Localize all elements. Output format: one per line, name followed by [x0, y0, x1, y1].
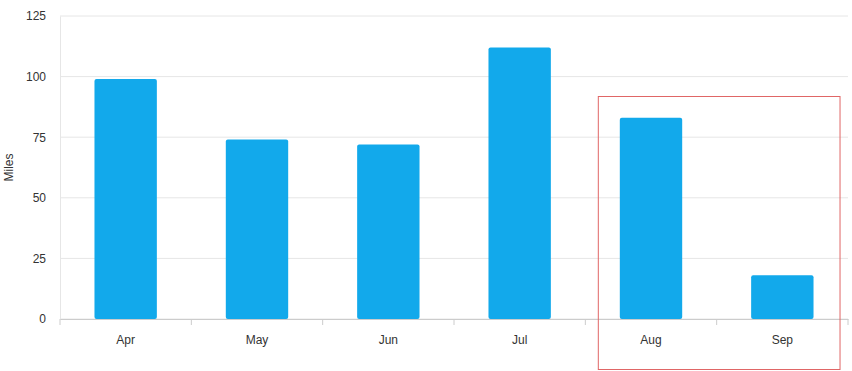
category-divider	[60, 319, 61, 325]
x-tick: Sep	[772, 319, 794, 347]
x-tick-label: Sep	[772, 333, 794, 347]
bar	[226, 140, 288, 319]
category-divider	[454, 319, 455, 325]
chart: 0 25 50 75 100 125 Miles Apr May Jun Jul Aug Sep	[0, 0, 852, 371]
y-tick: 50	[33, 191, 60, 205]
y-tick-label: 125	[26, 9, 46, 23]
y-tick: 100	[26, 70, 60, 84]
x-axis: Apr May Jun Jul Aug Sep	[61, 319, 849, 347]
grid-line	[60, 16, 848, 17]
category-divider	[716, 319, 717, 325]
x-tick: Jun	[379, 319, 398, 347]
category-divider	[585, 319, 586, 325]
grid	[60, 16, 848, 319]
x-tick-label: Apr	[116, 333, 135, 347]
y-tick: 25	[33, 252, 60, 266]
grid-line	[60, 258, 848, 259]
category-divider	[191, 319, 192, 325]
y-axis-line	[60, 17, 61, 320]
grid-line	[60, 137, 848, 138]
category-divider	[848, 319, 849, 325]
x-tick-label: Jul	[512, 333, 527, 347]
x-tick: Jul	[512, 319, 527, 347]
grid-line	[60, 197, 848, 198]
y-tick-label: 50	[33, 191, 47, 205]
bars	[94, 48, 813, 319]
y-tick-label: 75	[33, 131, 47, 145]
y-axis-title: Miles	[2, 153, 16, 181]
bar	[357, 144, 419, 319]
y-axis: 0 25 50 75 100 125	[26, 9, 61, 326]
x-tick: Apr	[116, 319, 135, 347]
y-tick-label: 100	[26, 70, 46, 84]
category-dividers	[60, 319, 848, 325]
bar	[620, 118, 682, 319]
x-tick-label: May	[246, 333, 269, 347]
bar	[94, 79, 156, 319]
bar	[751, 275, 813, 319]
highlight-box	[598, 97, 840, 370]
y-tick-label: 25	[33, 252, 47, 266]
category-divider	[322, 319, 323, 325]
y-tick: 0	[39, 312, 60, 326]
y-tick-label: 0	[39, 312, 46, 326]
y-tick: 75	[33, 131, 60, 145]
x-tick-label: Aug	[640, 333, 661, 347]
grid-line	[60, 76, 848, 77]
x-tick-label: Jun	[379, 333, 398, 347]
y-tick: 125	[26, 9, 60, 23]
x-tick: May	[246, 319, 269, 347]
bar	[488, 48, 550, 319]
x-tick: Aug	[640, 319, 661, 347]
